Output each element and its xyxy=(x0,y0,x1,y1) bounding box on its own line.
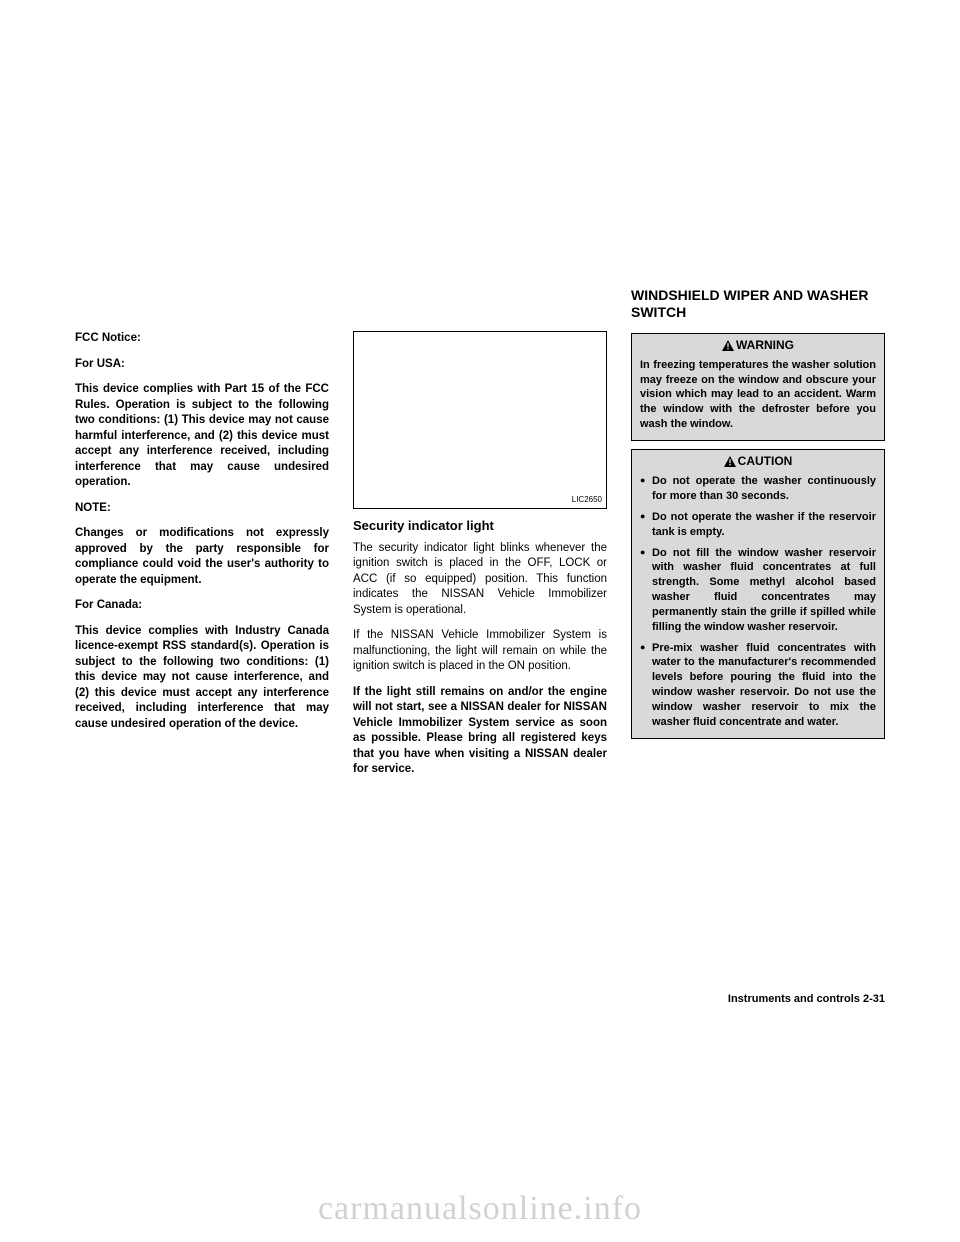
caution-head: CAUTION xyxy=(632,450,884,470)
caution-list: Do not operate the washer continuously f… xyxy=(640,474,876,730)
security-p2: If the NISSAN Vehicle Immobilizer System… xyxy=(353,628,607,675)
caution-body: Do not operate the washer continuously f… xyxy=(632,470,884,738)
note-label: NOTE: xyxy=(75,501,329,517)
security-p1: The security indicator light blinks when… xyxy=(353,541,607,619)
fcc-notice-label: FCC Notice: xyxy=(75,331,329,347)
watermark: carmanualsonline.info xyxy=(0,1190,960,1228)
caution-icon xyxy=(724,456,736,467)
security-p3: If the light still remains on and/or the… xyxy=(353,685,607,778)
page-footer: Instruments and controls 2-31 xyxy=(728,993,885,1005)
warning-body: In freezing temperatures the washer solu… xyxy=(632,354,884,440)
caution-item: Do not operate the washer if the reservo… xyxy=(640,510,876,540)
warning-box: WARNING In freezing temperatures the was… xyxy=(631,333,885,441)
column-middle: LIC2650 Security indicator light The sec… xyxy=(353,331,607,788)
warning-head: WARNING xyxy=(632,334,884,354)
caution-item: Pre-mix washer fluid concentrates with w… xyxy=(640,641,876,730)
column-left: FCC Notice: For USA: This device complie… xyxy=(75,331,329,742)
warning-label: WARNING xyxy=(736,338,794,352)
column-right: WINDSHIELD WIPER AND WASHER SWITCH WARNI… xyxy=(631,287,885,747)
section-heading: WINDSHIELD WIPER AND WASHER SWITCH xyxy=(631,287,885,321)
caution-item: Do not operate the washer continuously f… xyxy=(640,474,876,504)
caution-box: CAUTION Do not operate the washer contin… xyxy=(631,449,885,739)
figure-label: LIC2650 xyxy=(572,495,602,506)
canada-text: This device complies with Industry Canad… xyxy=(75,624,329,733)
figure-box: LIC2650 xyxy=(353,331,607,509)
warning-icon xyxy=(722,340,734,351)
caution-label: CAUTION xyxy=(738,454,793,468)
note-text: Changes or modifications not expressly a… xyxy=(75,526,329,588)
usa-text: This device complies with Part 15 of the… xyxy=(75,382,329,491)
manual-page: FCC Notice: For USA: This device complie… xyxy=(75,287,885,977)
for-canada-label: For Canada: xyxy=(75,598,329,614)
caution-item: Do not fill the window washer reservoir … xyxy=(640,546,876,635)
security-indicator-subhead: Security indicator light xyxy=(353,517,607,535)
for-usa-label: For USA: xyxy=(75,357,329,373)
